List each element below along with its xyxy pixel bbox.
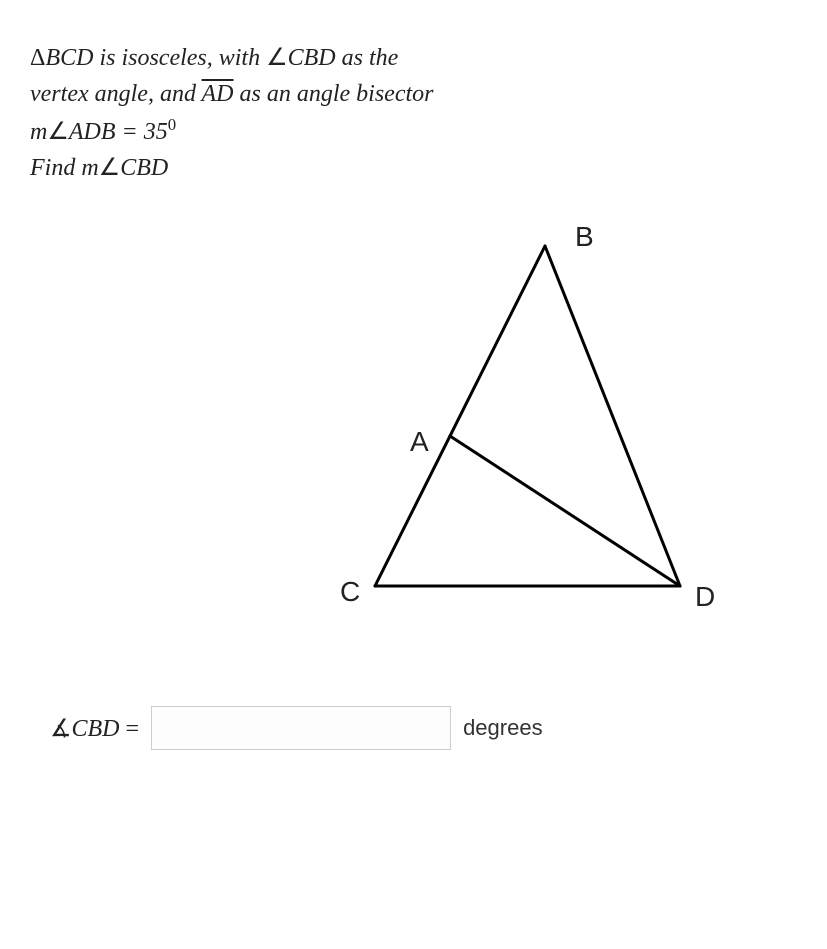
angle-cbd: CBD xyxy=(288,45,336,71)
problem-line-1: ΔBCD is isosceles, with ∠CBD as the xyxy=(30,40,797,76)
figure-container: B A C D xyxy=(30,206,797,646)
problem-line-3: m∠ADB = 350 xyxy=(30,112,797,150)
angle-cbd-find: CBD xyxy=(120,155,168,181)
degrees-label: degrees xyxy=(463,715,543,741)
triangle-symbol: Δ xyxy=(30,45,45,71)
triangle-name: BCD xyxy=(45,45,93,71)
measured-angle-symbol: ∡ xyxy=(50,716,72,742)
triangle-figure: B A C D xyxy=(310,206,740,646)
degree-symbol: 0 xyxy=(168,115,176,134)
angle-symbol: ∠ xyxy=(266,45,288,71)
answer-angle-name: CBD xyxy=(72,716,120,742)
answer-input[interactable] xyxy=(151,706,451,750)
vertex-label-a: A xyxy=(410,426,429,457)
angle-adb: ADB xyxy=(69,119,116,145)
answer-label: ∡CBD = xyxy=(50,714,139,743)
answer-row: ∡CBD = degrees xyxy=(30,706,797,750)
problem-statement: ΔBCD is isosceles, with ∠CBD as the vert… xyxy=(30,40,797,186)
angle-symbol: ∠ xyxy=(47,119,69,145)
vertex-label-b: B xyxy=(575,221,594,252)
equals-sign: = xyxy=(120,716,140,742)
angle-symbol: ∠ xyxy=(99,155,121,181)
problem-line-4: Find m∠CBD xyxy=(30,150,797,186)
segment-ad: AD xyxy=(202,81,234,107)
vertex-label-d: D xyxy=(695,581,715,612)
problem-line-2: vertex angle, and AD as an angle bisecto… xyxy=(30,76,797,112)
vertex-label-c: C xyxy=(340,576,360,607)
